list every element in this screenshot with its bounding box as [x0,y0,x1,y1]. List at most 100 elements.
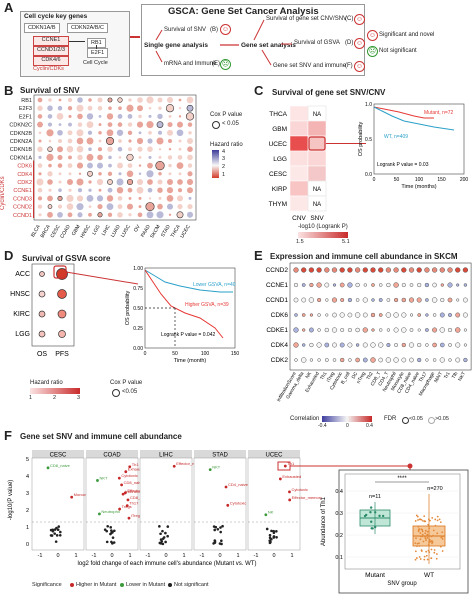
f-ylabel: -log10(P value) [8,480,14,521]
snv-dot [186,96,194,104]
snv-dot [138,205,142,209]
corr-dot [409,328,414,332]
corr-dot [425,328,429,332]
snv-dot [97,204,103,210]
ns-point [50,534,54,537]
panel-d-label: D [4,248,14,263]
snv-dot [127,163,133,168]
snv-dot [77,212,83,218]
snv-dot [97,97,103,103]
corr-dot [355,298,360,302]
f-legend-ns: Not significant [174,582,209,588]
snv-dot [78,172,82,176]
corr-dot [456,298,460,302]
wt-point [423,558,426,561]
heatmap-row-label: THCA [269,111,287,118]
sig-point [123,491,127,495]
wt-point [441,531,444,534]
wt-point [420,518,423,521]
gene-label: CDKE1 [266,327,288,334]
snv-dot [187,138,193,144]
corr-dot [362,297,368,303]
wt-point [430,548,433,551]
gsva-dot [57,289,67,299]
snv-dot [178,115,182,118]
cell-label: Th2 [365,371,374,381]
cellcycle-label: Cell Cycle [83,60,108,66]
gene-label: CDKN2C [9,123,32,129]
corr-dot [331,327,338,333]
point-label: Cytotoxic [121,473,137,478]
cell-label: iTreg [326,371,337,384]
snv-dot [66,194,74,202]
snv-dot [67,97,73,103]
snv-dot [187,204,193,210]
snv-dot [88,188,92,192]
group-label: Mutant [365,572,385,579]
cell-label: Th1 [319,371,328,381]
fdr-legend-title: FDR [384,416,397,422]
ns-point [164,540,167,544]
ns-point [159,538,163,541]
cell-label: B_cell [340,371,352,385]
snv-dot [177,155,183,160]
snv-dot [68,122,72,127]
hr-tick-4: 4 [222,149,226,155]
corr-dot [309,358,314,362]
corr-dot [462,267,469,273]
corr-dot [363,283,367,287]
snv-dot [77,113,83,120]
corr-dot [347,312,353,318]
panel-b-title: Survival of SNV [20,86,80,95]
wt-point [436,519,439,522]
gsca-box: GSCA: Gene Set Cancer Analysis Single ge… [141,4,365,76]
f-ytick: 0 [26,542,29,548]
corr-dot [325,298,329,302]
snv-dot [38,131,42,135]
ns-point [110,540,113,544]
ns-point [269,540,272,544]
wt-point [441,535,444,538]
heatmap-cell [289,150,309,167]
corr-dot [339,312,345,318]
ns-point [59,530,62,534]
snv-dot [137,212,143,218]
panel-f-title: Gene set SNV and immune cell abundance [20,432,182,441]
snv-dot [178,106,182,110]
snv-dot [58,98,62,102]
corr-dot [301,283,306,287]
gsva-dot [38,310,46,318]
ns-point [161,529,164,533]
corr-dot [309,282,314,288]
snv-dot [148,114,152,118]
mutant-point [378,514,381,518]
ns-point [275,535,278,539]
gsva-dot [56,268,68,280]
snv-dot [117,97,123,103]
km-xtick: 100 [415,177,424,183]
snv-dot [148,197,152,200]
f-legend-red-dot [70,583,74,587]
snv-dot [88,212,92,217]
corr-dot [424,267,430,273]
wt-point [427,549,430,552]
corr-dot [301,297,307,303]
corr-dot [347,282,353,288]
corr-dot [362,357,368,363]
snv-dot [98,123,102,127]
corr-dot [309,313,314,317]
ns-point [220,542,223,546]
snv-dot [138,114,142,119]
snv-dot [48,139,52,143]
wt-point [429,519,431,522]
snv-dot [138,131,142,135]
snv-dot [176,211,184,219]
snv-dot [117,146,123,152]
snv-dot [76,203,84,211]
ns-point [221,524,224,528]
point-label: CD8_naive [124,480,145,485]
corr-dot [309,342,314,348]
corr-dot [386,298,391,302]
corr-dot [408,297,415,303]
ns-point [220,539,223,543]
